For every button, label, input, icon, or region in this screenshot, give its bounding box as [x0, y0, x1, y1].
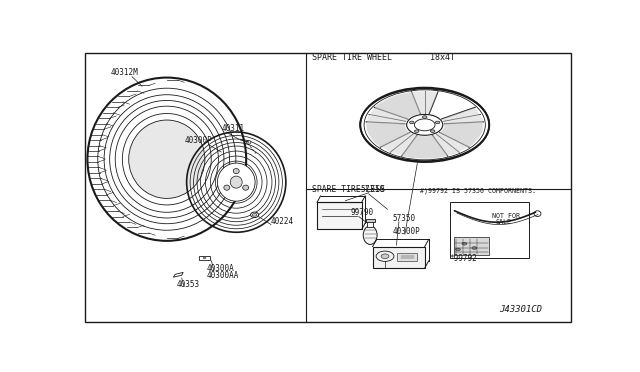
- Bar: [449, 202, 529, 258]
- Text: SPARE TIRE LESS: SPARE TIRE LESS: [312, 185, 385, 193]
- Ellipse shape: [534, 211, 541, 217]
- Ellipse shape: [243, 185, 249, 190]
- Text: 40353: 40353: [177, 280, 200, 289]
- Text: 99790: 99790: [350, 208, 374, 217]
- Text: 18x4T: 18x4T: [429, 54, 454, 62]
- Bar: [199, 256, 210, 260]
- Text: NOT FOR: NOT FOR: [492, 213, 520, 219]
- Polygon shape: [367, 92, 483, 158]
- Circle shape: [462, 242, 467, 245]
- Bar: [397, 253, 417, 260]
- Circle shape: [381, 254, 389, 259]
- Text: 40300P: 40300P: [184, 137, 212, 145]
- Ellipse shape: [233, 169, 239, 174]
- Text: 40300AA: 40300AA: [207, 271, 239, 280]
- Text: 40300P: 40300P: [392, 227, 420, 236]
- Polygon shape: [366, 122, 410, 147]
- Circle shape: [456, 248, 460, 251]
- Text: 57350: 57350: [392, 214, 415, 223]
- Ellipse shape: [364, 226, 377, 244]
- Text: *99792: *99792: [449, 254, 477, 263]
- FancyBboxPatch shape: [317, 202, 362, 230]
- Ellipse shape: [246, 141, 251, 144]
- Bar: [367, 221, 373, 227]
- Text: 40312M: 40312M: [111, 68, 138, 77]
- Text: 40311: 40311: [221, 124, 244, 132]
- Ellipse shape: [230, 176, 242, 188]
- Ellipse shape: [218, 163, 255, 201]
- Text: 40224: 40224: [271, 217, 294, 226]
- Bar: [454, 237, 489, 255]
- Text: SPARE TIRE WHEEL: SPARE TIRE WHEEL: [312, 54, 392, 62]
- Ellipse shape: [415, 130, 419, 132]
- Ellipse shape: [129, 120, 205, 198]
- Text: SALE: SALE: [495, 219, 511, 225]
- Ellipse shape: [251, 212, 259, 218]
- Text: 40300A: 40300A: [207, 264, 234, 273]
- Polygon shape: [173, 272, 183, 277]
- Bar: [372, 247, 425, 268]
- Polygon shape: [440, 122, 483, 147]
- Bar: [365, 218, 374, 222]
- Polygon shape: [374, 92, 420, 119]
- Ellipse shape: [410, 121, 414, 124]
- Ellipse shape: [435, 121, 440, 124]
- Text: 57310: 57310: [360, 185, 385, 193]
- Ellipse shape: [252, 214, 257, 216]
- Ellipse shape: [203, 257, 206, 259]
- Ellipse shape: [224, 185, 230, 190]
- Text: #)99792 IS 57350 COMPORNENTS.: #)99792 IS 57350 COMPORNENTS.: [420, 187, 536, 194]
- Ellipse shape: [431, 130, 435, 132]
- Circle shape: [472, 247, 477, 250]
- Ellipse shape: [422, 116, 427, 118]
- Polygon shape: [402, 135, 447, 159]
- Ellipse shape: [415, 119, 435, 131]
- Text: J43301CD: J43301CD: [499, 305, 542, 314]
